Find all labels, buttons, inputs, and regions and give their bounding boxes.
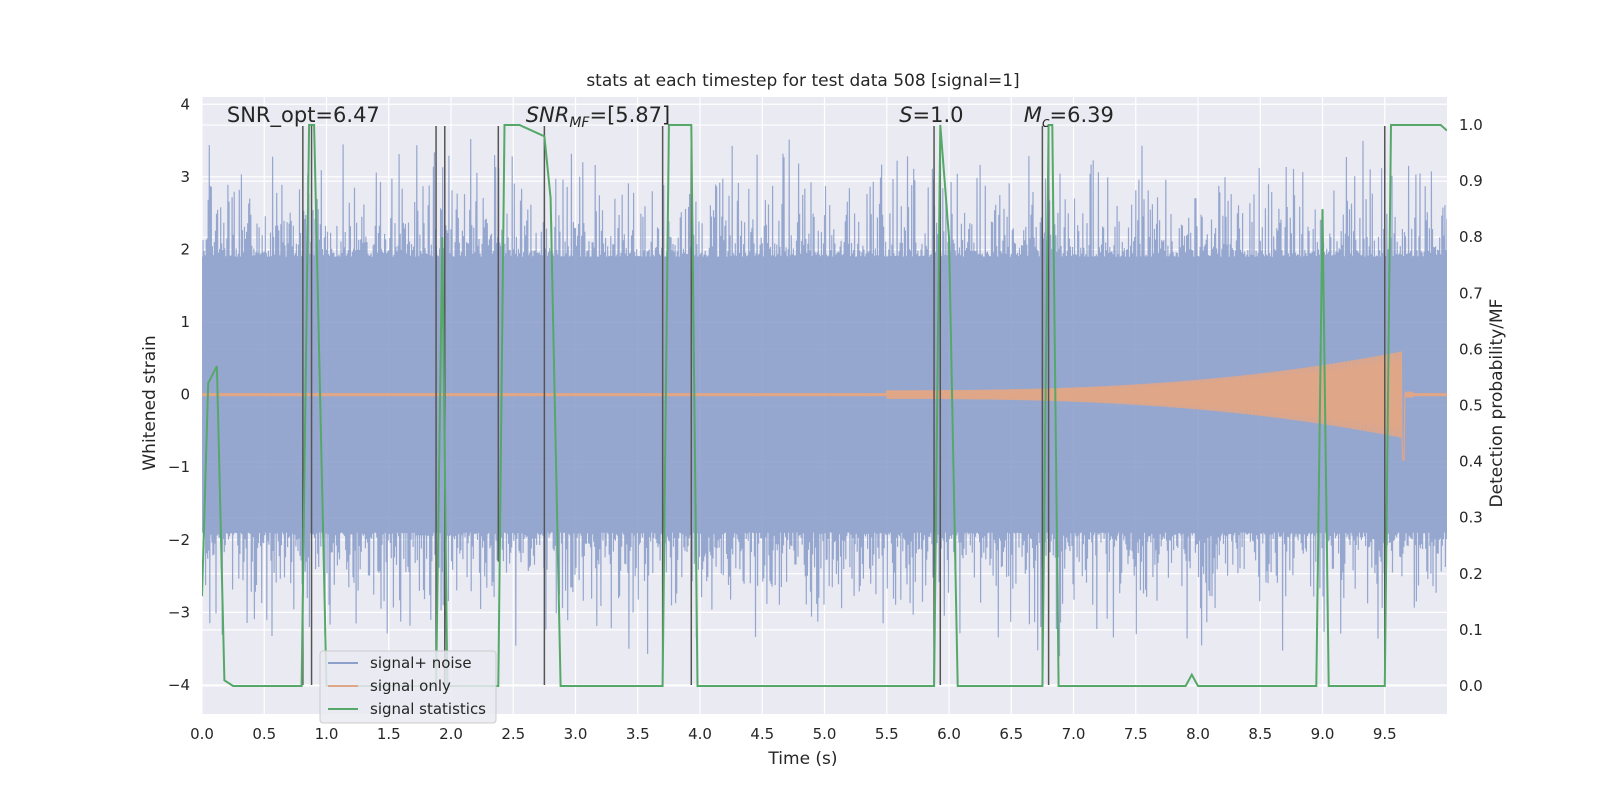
x-tick-label: 6.0 <box>937 725 961 743</box>
y-axis-ticks: −4 −3 −2 −1 0 1 2 3 4 <box>168 95 190 694</box>
x-tick-label: 3.0 <box>564 725 588 743</box>
y-tick-label: −1 <box>168 458 190 476</box>
y-tick-label: 4 <box>180 95 190 113</box>
data-layer <box>202 124 1447 687</box>
y2-axis-ticks: 0.0 0.1 0.2 0.3 0.4 0.5 0.6 0.7 0.8 0.9 1.0 <box>1459 116 1483 695</box>
series-signal-only <box>202 351 1447 461</box>
y-axis-label: Whitened strain <box>140 335 160 470</box>
legend-box <box>319 650 497 724</box>
y2-tick-label: 0.5 <box>1459 397 1483 415</box>
signal-only-line <box>202 351 1447 461</box>
x-tick-label: 1.5 <box>377 725 401 743</box>
y2-tick-label: 0.9 <box>1459 172 1483 190</box>
y-tick-label: −4 <box>168 676 190 694</box>
legend-label-signal-only: signal only <box>370 677 451 695</box>
legend-label-signal-statistics: signal statistics <box>370 700 486 718</box>
x-tick-label: 7.5 <box>1124 725 1148 743</box>
y2-tick-label: 0.6 <box>1459 340 1483 358</box>
x-tick-label: 0.0 <box>190 725 214 743</box>
y-tick-label: −3 <box>168 603 190 621</box>
y2-tick-label: 1.0 <box>1459 116 1483 134</box>
y2-axis-label: Detection probability/MF <box>1487 299 1507 508</box>
legend: signal+ noise signal only signal statist… <box>319 650 497 724</box>
x-tick-label: 6.5 <box>999 725 1023 743</box>
x-tick-label: 9.5 <box>1373 725 1397 743</box>
y2-tick-label: 0.8 <box>1459 228 1483 246</box>
x-tick-label: 7.0 <box>1062 725 1086 743</box>
x-tick-label: 4.0 <box>688 725 712 743</box>
x-tick-label: 2.5 <box>501 725 525 743</box>
x-tick-label: 8.5 <box>1248 725 1272 743</box>
x-tick-label: 3.5 <box>626 725 650 743</box>
x-tick-label: 5.0 <box>813 725 837 743</box>
legend-label-signal-noise: signal+ noise <box>370 654 472 672</box>
series-signal-noise <box>202 138 1447 657</box>
y2-tick-label: 0.4 <box>1459 453 1483 471</box>
series-signal-statistics <box>202 124 1447 687</box>
x-tick-label: 9.0 <box>1311 725 1335 743</box>
y-tick-label: 2 <box>180 240 190 258</box>
signal-statistics-line <box>202 124 1447 687</box>
annotations: SNR_opt=6.47 SNRMF=[5.87] S=1.0 Mc=6.39 <box>227 103 1114 131</box>
y-tick-label: −2 <box>168 531 190 549</box>
y2-tick-label: 0.2 <box>1459 565 1483 583</box>
x-tick-label: 2.0 <box>439 725 463 743</box>
y-tick-label: 0 <box>180 386 190 404</box>
annotation-2: S=1.0 <box>899 103 963 127</box>
x-tick-label: 1.0 <box>315 725 339 743</box>
signal-noise-line <box>202 138 1447 657</box>
x-tick-label: 4.5 <box>750 725 774 743</box>
x-axis-label: Time (s) <box>767 749 837 769</box>
chart-title: stats at each timestep for test data 508… <box>586 71 1019 91</box>
y2-tick-label: 0.3 <box>1459 509 1483 527</box>
x-tick-label: 0.5 <box>252 725 276 743</box>
y-tick-label: 1 <box>180 313 190 331</box>
y2-tick-label: 0.1 <box>1459 621 1483 639</box>
annotation-0: SNR_opt=6.47 <box>227 103 380 128</box>
annotation-1: SNRMF=[5.87] <box>526 103 671 131</box>
x-tick-label: 5.5 <box>875 725 899 743</box>
x-axis-ticks: 0.0 0.5 1.0 1.5 2.0 2.5 3.0 3.5 4.0 4.5 5.0 5.5 6.0 6… <box>190 725 1397 743</box>
detection-markers <box>302 126 1386 685</box>
y-tick-label: 3 <box>180 168 190 186</box>
x-tick-label: 8.0 <box>1186 725 1210 743</box>
y2-tick-label: 0.7 <box>1459 284 1483 302</box>
annotation-3: Mc=6.39 <box>1024 103 1114 131</box>
y2-tick-label: 0.0 <box>1459 677 1483 695</box>
